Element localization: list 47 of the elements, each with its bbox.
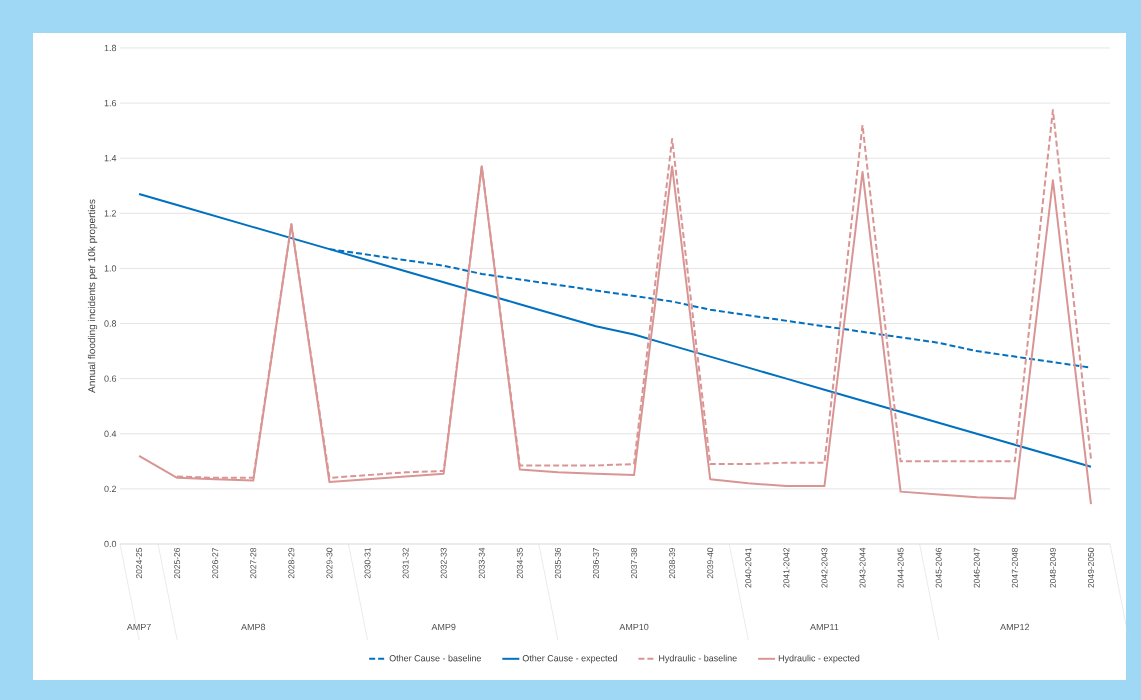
x-tick-label: 2046-2047: [973, 547, 980, 588]
x-tick-label: 2048-2049: [1049, 547, 1056, 588]
x-tick-label: 2024-25: [136, 547, 143, 579]
x-tick-label: 2025-26: [174, 547, 181, 579]
x-tick-label: 2034-35: [516, 547, 523, 579]
y-axis-title: Annual flooding incidents per 10k properties: [87, 199, 98, 393]
y-tick-label: 1.0: [104, 265, 117, 272]
y-tick-label: 0.8: [104, 320, 117, 327]
y-tick-label: 0.6: [104, 375, 117, 382]
legend-label: Other Cause - expected: [522, 654, 617, 664]
text: AMP8: [241, 623, 266, 631]
legend-label: Hydraulic - expected: [778, 654, 860, 664]
x-tick-label: 2031-32: [402, 547, 409, 579]
y-tick-label: 0.4: [104, 430, 117, 437]
text: AMP7: [126, 623, 151, 631]
x-tick-label: 2039-40: [707, 547, 714, 579]
y-tick-label: 1.2: [104, 210, 117, 217]
x-tick-label: 2036-37: [592, 547, 599, 579]
legend-label: Other Cause - baseline: [389, 654, 481, 662]
y-tick-label: 1.6: [104, 99, 117, 107]
x-tick-label: 2043-2044: [859, 547, 866, 588]
text: AMP11: [810, 623, 839, 631]
x-tick-label: 2040-2041: [745, 547, 752, 588]
legend-label: Hydraulic - baseline: [659, 654, 737, 664]
x-tick-label: 2028-29: [288, 547, 295, 579]
x-tick-label: 2041-2042: [783, 547, 790, 588]
y-tick-label: 1.4: [104, 155, 117, 162]
x-tick-label: 2033-34: [478, 547, 485, 579]
x-tick-label: 2047-2048: [1011, 547, 1018, 588]
x-tick-label: 2049-2050: [1087, 547, 1094, 588]
x-tick-label: 2027-28: [250, 547, 257, 579]
y-tick-label: 0.0: [104, 540, 117, 548]
x-tick-label: 2026-27: [212, 547, 219, 579]
x-tick-label: 2032-33: [440, 547, 447, 579]
x-tick-label: 2029-30: [326, 547, 333, 579]
x-tick-label: 2044-2045: [897, 547, 904, 588]
x-tick-label: 2042-2043: [821, 547, 828, 588]
x-tick-label: 2037-38: [631, 547, 638, 579]
x-tick-label: 2035-36: [554, 547, 561, 579]
x-tick-label: 2038-39: [669, 547, 676, 579]
text: AMP9: [431, 623, 456, 631]
x-tick-label: 2030-31: [364, 547, 371, 579]
text: AMP12: [1000, 623, 1030, 631]
y-tick-label: 1.8: [104, 44, 117, 52]
y-tick-label: 0.2: [104, 485, 117, 493]
x-tick-label: 2045-2046: [935, 547, 942, 588]
text: AMP10: [619, 623, 649, 631]
